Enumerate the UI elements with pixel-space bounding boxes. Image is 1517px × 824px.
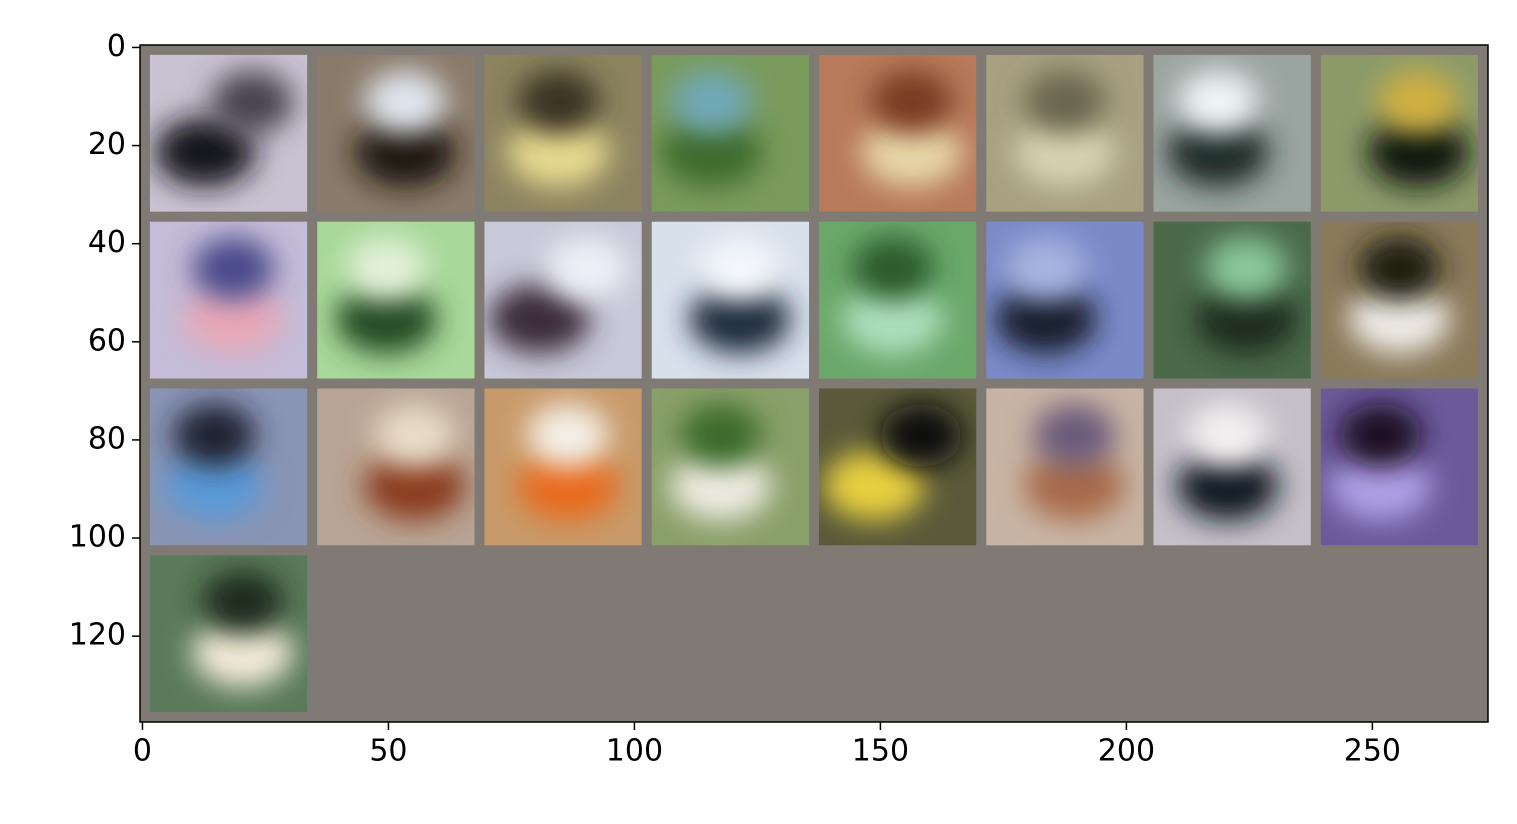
x-tick-label: 50 <box>369 734 407 769</box>
tile-blob <box>182 284 284 354</box>
image-tile <box>317 221 475 379</box>
tile-blob <box>698 237 781 301</box>
y-tick-label: 20 <box>88 127 126 162</box>
tile-blob <box>1186 404 1269 467</box>
y-tick-label: 40 <box>88 225 126 260</box>
tile-blob <box>1358 237 1441 301</box>
image-tile <box>651 221 810 379</box>
image-tile <box>651 54 810 212</box>
tile-blob <box>364 451 466 521</box>
y-tick-label: 120 <box>69 618 126 653</box>
image-tile <box>1153 388 1311 546</box>
image-tile <box>986 388 1144 546</box>
tile-blob <box>689 284 791 354</box>
tile-blob <box>373 404 456 467</box>
y-tick-label: 0 <box>107 29 126 64</box>
axes-frame <box>139 44 1489 723</box>
image-tiles <box>149 54 1479 713</box>
tile-blob <box>851 237 934 301</box>
tile-blob <box>823 451 925 521</box>
tile-blob <box>364 70 447 134</box>
image-tile <box>1320 54 1479 212</box>
image-tile <box>1153 54 1311 212</box>
image-tile <box>149 388 308 546</box>
tile-blob <box>507 117 609 187</box>
image-tile <box>818 221 977 379</box>
tile-blob <box>1167 117 1269 187</box>
tile-blob <box>1330 451 1431 521</box>
tile-blob <box>1195 284 1297 354</box>
image-tile <box>317 388 475 546</box>
x-tick-label: 100 <box>606 734 663 769</box>
tile-blob <box>154 117 256 187</box>
tile-blob <box>861 117 963 187</box>
tile-blob <box>842 284 944 354</box>
image-tile <box>149 555 308 713</box>
tile-blob <box>1177 451 1278 521</box>
image-tile <box>818 388 977 546</box>
tile-blob <box>354 117 456 187</box>
image-tile <box>149 54 308 212</box>
y-tick-label: 60 <box>88 323 126 358</box>
image-tile <box>818 54 977 212</box>
tile-blob <box>679 404 762 467</box>
image-tile <box>651 388 810 546</box>
image-tile <box>484 388 642 546</box>
tile-blob <box>489 284 590 354</box>
tile-blob <box>880 404 963 467</box>
tile-blob <box>995 284 1097 354</box>
tile-blob <box>192 617 294 688</box>
tile-blob <box>517 451 619 521</box>
tile-blob <box>201 570 284 634</box>
image-tile <box>986 54 1144 212</box>
x-tick-label: 0 <box>133 734 152 769</box>
tile-blob <box>173 404 256 467</box>
tile-blob <box>1349 284 1450 354</box>
tile-blob <box>345 237 428 301</box>
tile-blob <box>211 70 294 134</box>
tile-blob <box>670 451 772 521</box>
tile-blob <box>870 70 953 134</box>
x-tick-label: 200 <box>1098 734 1155 769</box>
tile-blob <box>1005 237 1087 301</box>
tile-blob <box>1023 70 1106 134</box>
tile-blob <box>1033 404 1116 467</box>
tile-blob <box>1339 404 1422 467</box>
tile-blob <box>1367 117 1469 187</box>
x-tick-label: 150 <box>852 734 909 769</box>
image-tile <box>149 221 308 379</box>
image-tile <box>1153 221 1311 379</box>
image-tile <box>484 221 642 379</box>
tile-blob <box>1377 70 1460 134</box>
tile-blob <box>661 117 762 187</box>
tile-blob <box>336 284 437 354</box>
tile-blob <box>526 404 609 467</box>
y-tick-label: 100 <box>69 520 126 555</box>
image-tile <box>317 54 475 212</box>
tile-blob <box>1023 451 1125 521</box>
y-tick-label: 80 <box>88 421 126 456</box>
tile-blob <box>545 237 628 301</box>
image-tile <box>986 221 1144 379</box>
tile-blob <box>192 237 275 301</box>
tile-blob <box>164 451 265 521</box>
x-tick-label: 250 <box>1344 734 1401 769</box>
tile-blob <box>1177 70 1259 134</box>
image-tile <box>1320 388 1479 546</box>
tile-blob <box>1205 237 1288 301</box>
tile-blob <box>517 70 600 134</box>
tile-blob <box>670 70 753 134</box>
image-tile <box>1320 221 1479 379</box>
tile-blob <box>1014 117 1116 187</box>
image-tile <box>484 54 642 212</box>
